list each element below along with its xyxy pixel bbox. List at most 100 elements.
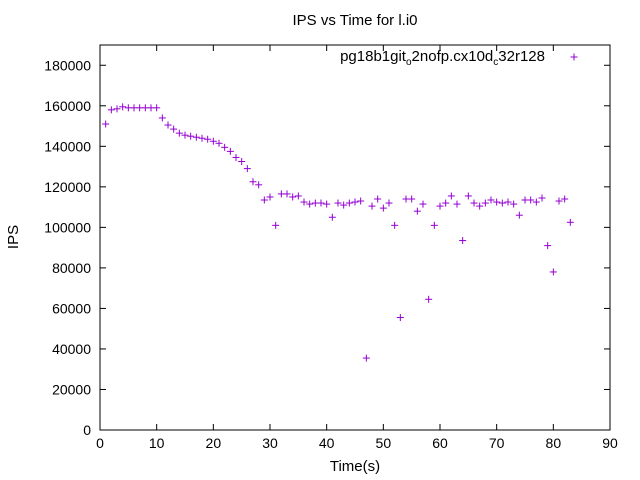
series-points	[102, 103, 574, 362]
data-point	[113, 105, 121, 113]
data-point	[442, 199, 450, 207]
data-point	[544, 242, 552, 250]
x-tick-label: 30	[262, 435, 278, 451]
data-point	[266, 193, 274, 201]
data-point	[538, 194, 546, 202]
plot-frame	[99, 44, 611, 431]
x-axis-title: Time(s)	[330, 458, 380, 475]
data-point	[379, 204, 387, 212]
data-point	[153, 104, 161, 112]
y-tick-label: 20000	[52, 381, 91, 397]
data-point	[306, 200, 314, 208]
data-point	[226, 147, 234, 155]
data-point	[107, 106, 115, 114]
data-point	[453, 200, 461, 208]
y-tick-label: 160000	[44, 98, 91, 114]
data-point	[561, 195, 569, 203]
data-point	[481, 199, 489, 207]
data-point	[175, 129, 183, 137]
data-point	[283, 190, 291, 198]
data-point	[204, 135, 212, 143]
data-point	[504, 198, 512, 206]
data-point	[209, 137, 217, 145]
data-point	[221, 143, 229, 151]
y-tick-label: 140000	[44, 138, 91, 154]
data-point	[192, 133, 200, 141]
x-tick-label: 70	[489, 435, 505, 451]
data-point	[436, 202, 444, 210]
data-point	[498, 199, 506, 207]
data-point	[215, 139, 223, 147]
y-tick-label: 40000	[52, 341, 91, 357]
data-point	[493, 198, 501, 206]
data-point	[340, 201, 348, 209]
y-tick-label: 60000	[52, 300, 91, 316]
y-axis-ticks: 0 20000 40000 60000 80000 100000 120000 140000 1…	[44, 57, 610, 438]
data-point	[430, 221, 438, 229]
x-tick-label: 60	[432, 435, 448, 451]
legend: pg18b1gito2nofp.cx10dc32r128	[340, 48, 578, 68]
data-point	[317, 199, 325, 207]
data-point	[464, 192, 472, 200]
data-point	[385, 199, 393, 207]
x-tick-label: 50	[376, 435, 392, 451]
data-point	[255, 181, 263, 189]
legend-label: pg18b1gito2nofp.cx10dc32r128	[340, 48, 545, 68]
data-point	[470, 199, 478, 207]
data-point	[447, 192, 455, 200]
data-point	[334, 199, 342, 207]
data-point	[413, 207, 421, 215]
data-point	[515, 211, 523, 219]
data-point	[102, 120, 110, 128]
data-point	[272, 221, 280, 229]
x-tick-label: 20	[206, 435, 222, 451]
data-point	[459, 237, 467, 245]
y-tick-label: 120000	[44, 179, 91, 195]
y-tick-label: 180000	[44, 57, 91, 73]
data-point	[425, 295, 433, 303]
data-point	[260, 196, 268, 204]
data-point	[549, 268, 557, 276]
data-point	[181, 131, 189, 139]
data-point	[408, 195, 416, 203]
data-point	[362, 354, 370, 362]
y-tick-label: 0	[83, 422, 91, 438]
x-tick-label: 40	[319, 435, 335, 451]
data-point	[300, 198, 308, 206]
data-point	[294, 192, 302, 200]
data-point	[374, 195, 382, 203]
data-point	[289, 193, 297, 201]
data-point	[328, 213, 336, 221]
data-point	[532, 198, 540, 206]
data-point	[396, 314, 404, 322]
data-point	[357, 197, 365, 205]
data-point	[527, 196, 535, 204]
data-point	[566, 218, 574, 226]
data-point	[391, 221, 399, 229]
data-point	[419, 200, 427, 208]
data-point	[238, 158, 246, 166]
x-tick-label: 90	[602, 435, 618, 451]
y-axis-title: IPS	[5, 225, 22, 249]
data-point	[345, 199, 353, 207]
data-point	[510, 200, 518, 208]
data-point	[232, 153, 240, 161]
data-point	[476, 202, 484, 210]
data-point	[368, 202, 376, 210]
legend-marker	[570, 53, 578, 61]
data-point	[198, 134, 206, 142]
y-tick-label: 80000	[52, 260, 91, 276]
x-tick-label: 10	[149, 435, 165, 451]
x-axis-ticks: 0 10 20 30 40 50 60 70 80 90	[96, 45, 618, 451]
data-point	[164, 121, 172, 129]
x-tick-label: 0	[96, 435, 104, 451]
data-point	[487, 196, 495, 204]
data-point	[351, 198, 359, 206]
chart-title: IPS vs Time for l.i0	[292, 12, 417, 29]
data-point	[170, 125, 178, 133]
data-point	[249, 178, 257, 186]
y-tick-label: 100000	[44, 219, 91, 235]
data-point	[243, 165, 251, 173]
data-point	[323, 200, 331, 208]
